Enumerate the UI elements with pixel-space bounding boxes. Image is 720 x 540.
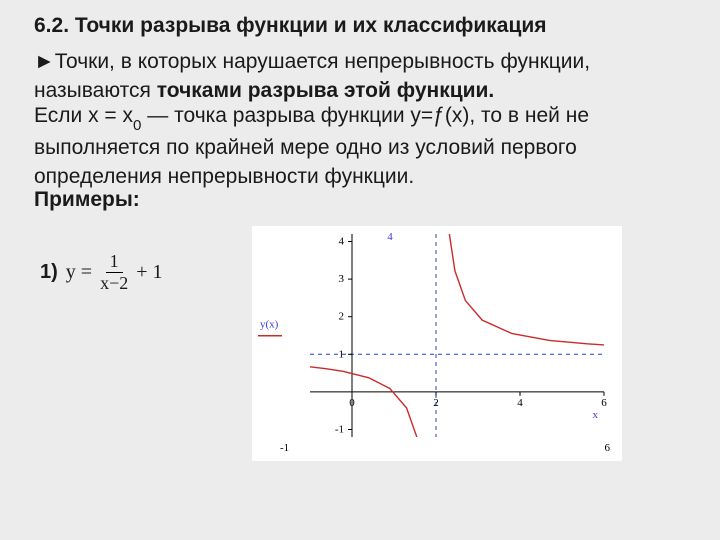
example-formula: 1) y = 1 x−2 + 1 [34, 226, 163, 293]
function-chart: 0246-11234-16x4y(x) [252, 226, 622, 461]
definition-marker: ► [34, 50, 55, 73]
chart-container: 0246-11234-16x4y(x) [183, 226, 692, 461]
example-number: 1) [40, 261, 58, 284]
svg-text:-1: -1 [335, 424, 344, 436]
paragraph-condition: Если х = х0 — точка разрыва функции у=ƒ(… [34, 102, 692, 192]
svg-text:6: 6 [602, 397, 608, 409]
section-number: 6.2. [34, 14, 69, 37]
svg-text:-1: -1 [280, 442, 289, 454]
formula-fraction: 1 x−2 [96, 252, 132, 293]
svg-text:2: 2 [339, 311, 345, 323]
formula-tail: + 1 [136, 261, 162, 284]
svg-text:y(x): y(x) [260, 319, 279, 331]
svg-text:4: 4 [339, 236, 345, 248]
svg-text:3: 3 [339, 273, 345, 285]
section-title-text: Точки разрыва функции и их классификация [75, 14, 547, 37]
svg-text:6: 6 [605, 442, 611, 454]
condition-sub: 0 [133, 117, 141, 134]
svg-text:0: 0 [350, 397, 356, 409]
condition-text-1: Если х = х [34, 104, 133, 127]
paragraph-definition: ►Точки, в которых нарушается непрерывнос… [34, 48, 692, 106]
svg-text:1: 1 [339, 349, 345, 361]
svg-text:4: 4 [388, 231, 394, 243]
svg-text:4: 4 [518, 397, 524, 409]
example-row: 1) y = 1 x−2 + 1 0246-11234-16x4y(x) [34, 226, 692, 461]
formula-lhs: y = [66, 261, 92, 284]
svg-text:x: x [593, 409, 599, 421]
fraction-numerator: 1 [106, 252, 123, 273]
definition-bold: точками разрыва этой функции. [157, 79, 495, 102]
svg-text:2: 2 [434, 397, 440, 409]
fraction-denominator: x−2 [96, 273, 132, 293]
section-title: 6.2. Точки разрыва функции и их классифи… [34, 12, 692, 40]
